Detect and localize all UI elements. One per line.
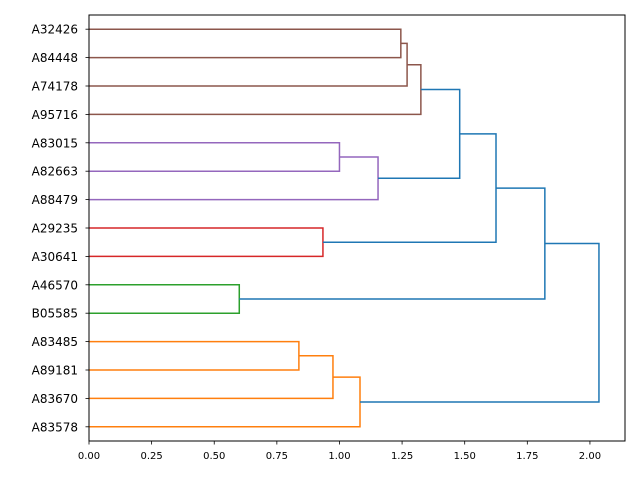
- leaf-label: A82663: [32, 165, 78, 179]
- leaf-label: A46570: [32, 278, 78, 292]
- leaf-label: A88479: [32, 193, 78, 207]
- leaf-label: B05585: [32, 307, 78, 321]
- leaf-label: A29235: [32, 222, 78, 236]
- x-tick-label: 1.25: [391, 451, 413, 462]
- dendrogram-link-17: [89, 63, 422, 116]
- dendrogram-link-18: [89, 142, 341, 172]
- leaf-label: A32426: [32, 23, 78, 37]
- x-tick-label: 1.50: [454, 451, 476, 462]
- x-tick-label: 2.00: [579, 451, 601, 462]
- dendrogram-link-20: [378, 88, 461, 180]
- x-tick-label: 0.75: [266, 451, 288, 462]
- dendrogram-link-21: [89, 227, 324, 258]
- x-tick-label: 0.50: [203, 451, 225, 462]
- leaf-label: A30641: [32, 250, 78, 264]
- dendrogram-link-28: [360, 242, 600, 403]
- leaf-label: A84448: [32, 51, 78, 65]
- x-tick-label: 0.00: [78, 451, 100, 462]
- dendrogram-link-23: [89, 284, 241, 314]
- leaf-label: A83578: [32, 420, 78, 434]
- leaf-label: A95716: [32, 108, 78, 122]
- leaf-label: A83485: [32, 335, 78, 349]
- dendrogram-links: [89, 28, 600, 428]
- dendrogram-link-26: [89, 355, 334, 400]
- y-axis: A32426 A84448 A74178 A95716 A83015 A82663 A884…: [32, 23, 89, 434]
- dendrogram-link-27: [89, 376, 361, 428]
- x-tick-label: 1.75: [516, 451, 538, 462]
- x-axis: 0.00 0.25 0.50 0.75 1.00 1.25 1.50 1.75 2.00: [78, 441, 601, 462]
- x-tick-label: 0.25: [140, 451, 162, 462]
- dendrogram-link-19: [89, 156, 379, 201]
- leaf-label: A89181: [32, 364, 78, 378]
- dendrogram-link-25: [89, 340, 300, 371]
- leaf-label: A83670: [32, 392, 78, 406]
- leaf-label: A74178: [32, 80, 78, 94]
- dendrogram-link-22: [322, 133, 497, 243]
- x-tick-label: 1.00: [328, 451, 350, 462]
- dendrogram-link-15: [89, 28, 402, 59]
- dendrogram-link-16: [89, 42, 408, 87]
- dendrogram-link-24: [239, 187, 546, 300]
- leaf-label: A83015: [32, 136, 78, 150]
